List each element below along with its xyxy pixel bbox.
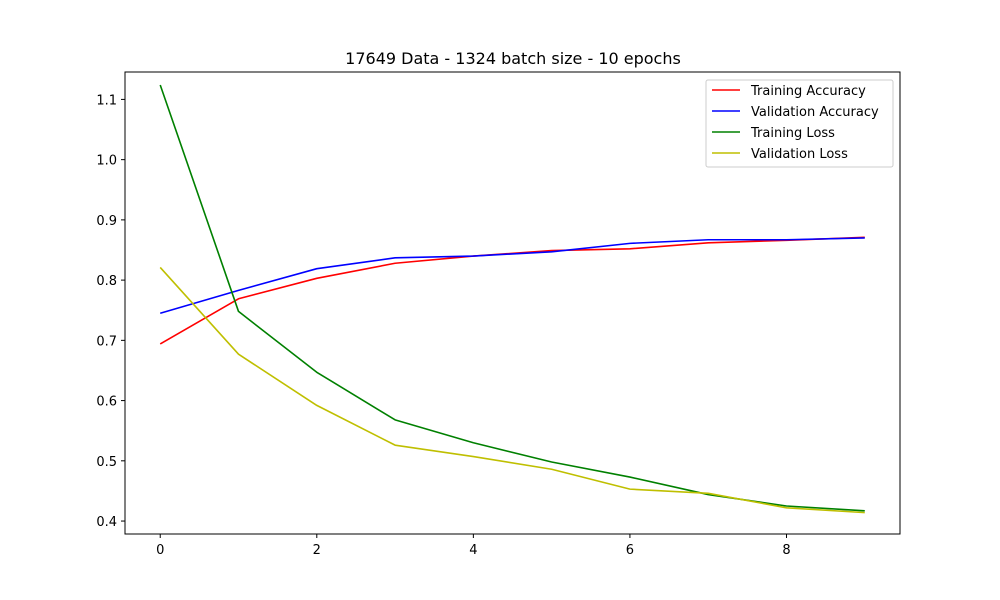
series-layer xyxy=(159,84,865,514)
legend-label-2: Training Loss xyxy=(750,126,835,141)
x-tick-label: 6 xyxy=(626,543,634,558)
plot-frame xyxy=(124,71,901,535)
y-tick-label: 0.6 xyxy=(96,395,117,410)
legend-box xyxy=(705,79,894,168)
y-axis: 0.4 0.5 0.6 0.7 0.8 0.9 1.0 1.1 xyxy=(96,93,125,530)
y-tick-label: 1.1 xyxy=(96,93,117,108)
series-line-3 xyxy=(159,266,865,514)
y-tick-label: 0.7 xyxy=(96,334,117,349)
x-tick-label: 2 xyxy=(313,543,321,558)
y-tick-label: 1.0 xyxy=(96,154,117,169)
y-tick-label: 0.5 xyxy=(96,455,117,470)
series-line-1 xyxy=(160,237,865,315)
y-tick-label: 0.9 xyxy=(96,214,117,229)
x-axis: 0 2 4 6 8 xyxy=(156,534,791,558)
y-tick-label: 0.4 xyxy=(96,515,117,530)
y-tick-label: 0.8 xyxy=(96,274,117,289)
legend-label-0: Training Accuracy xyxy=(750,84,866,99)
x-tick-label: 0 xyxy=(156,543,164,558)
legend: Training Accuracy Validation Accuracy Trai… xyxy=(705,79,894,168)
chart-title: 17649 Data - 1324 batch size - 10 epochs xyxy=(345,49,681,68)
legend-label-3: Validation Loss xyxy=(751,147,848,162)
legend-label-1: Validation Accuracy xyxy=(751,105,879,120)
x-tick-label: 4 xyxy=(469,543,477,558)
x-tick-label: 8 xyxy=(782,543,790,558)
